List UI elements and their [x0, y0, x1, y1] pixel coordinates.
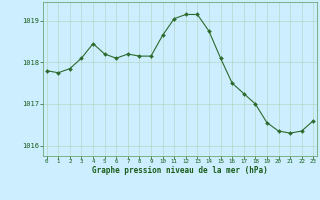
X-axis label: Graphe pression niveau de la mer (hPa): Graphe pression niveau de la mer (hPa) [92, 166, 268, 175]
